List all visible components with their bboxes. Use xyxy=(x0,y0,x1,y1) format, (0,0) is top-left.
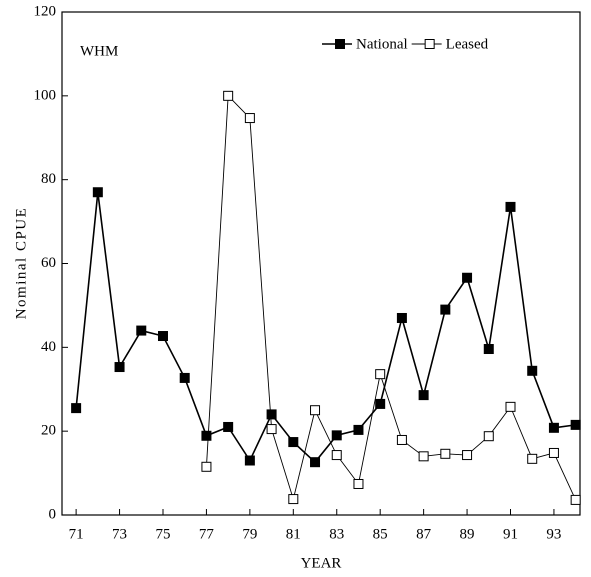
data-point xyxy=(288,437,299,448)
data-point xyxy=(462,272,473,283)
data-point xyxy=(244,113,255,124)
data-point xyxy=(353,424,364,435)
data-point xyxy=(483,431,494,442)
data-point xyxy=(353,478,364,489)
data-point xyxy=(136,325,147,336)
data-point xyxy=(440,304,451,315)
x-tick-label: 71 xyxy=(69,526,84,542)
x-tick-label: 85 xyxy=(373,526,388,542)
series-line xyxy=(75,192,576,464)
annotation: WHM xyxy=(80,43,118,59)
legend-marker xyxy=(424,39,435,49)
data-point xyxy=(310,457,321,468)
data-point xyxy=(527,453,538,464)
y-tick-label: 20 xyxy=(41,423,56,439)
legend-label: Leased xyxy=(446,36,489,52)
x-tick-label: 77 xyxy=(199,526,215,542)
data-point xyxy=(114,362,125,373)
x-axis-label: YEAR xyxy=(301,555,342,571)
data-point xyxy=(440,448,451,459)
data-point xyxy=(483,344,494,355)
x-tick-label: 83 xyxy=(329,526,344,542)
x-tick-label: 73 xyxy=(112,526,127,542)
x-tick-label: 81 xyxy=(286,526,301,542)
y-axis-label: Nominal CPUE xyxy=(13,207,29,320)
data-point xyxy=(505,201,516,212)
data-point xyxy=(201,461,212,472)
data-point xyxy=(179,372,190,383)
x-tick-label: 89 xyxy=(460,526,475,542)
y-tick-label: 100 xyxy=(34,87,57,103)
data-point xyxy=(244,455,255,466)
y-tick-label: 40 xyxy=(41,339,56,355)
data-point xyxy=(331,450,342,461)
y-tick-label: 0 xyxy=(49,506,57,522)
legend-label: National xyxy=(356,36,408,52)
legend-marker xyxy=(335,39,345,49)
data-point xyxy=(157,331,168,342)
data-point xyxy=(462,450,473,461)
data-point xyxy=(570,419,581,430)
data-point xyxy=(201,430,212,441)
y-tick-label: 120 xyxy=(34,3,57,19)
x-tick-label: 79 xyxy=(242,526,257,542)
data-point xyxy=(418,390,429,401)
x-tick-label: 91 xyxy=(503,526,518,542)
data-point xyxy=(505,401,516,412)
data-point xyxy=(223,90,234,101)
data-point xyxy=(223,421,234,432)
data-point xyxy=(396,312,407,323)
data-point xyxy=(266,409,277,420)
data-point xyxy=(570,494,581,505)
data-point xyxy=(92,187,103,198)
data-point xyxy=(396,434,407,445)
data-point xyxy=(418,451,429,462)
data-point xyxy=(548,447,559,458)
data-point xyxy=(375,398,386,409)
y-tick-label: 60 xyxy=(41,255,56,271)
data-point xyxy=(331,430,342,441)
y-tick-label: 80 xyxy=(41,171,56,187)
x-tick-label: 93 xyxy=(546,526,561,542)
data-point xyxy=(71,403,82,414)
x-tick-label: 75 xyxy=(155,526,170,542)
series-line xyxy=(205,94,577,501)
data-point xyxy=(310,405,321,416)
data-point xyxy=(266,424,277,435)
data-point xyxy=(375,369,386,380)
data-point xyxy=(548,422,559,433)
data-point xyxy=(288,494,299,505)
data-point xyxy=(527,365,538,376)
x-tick-label: 87 xyxy=(416,526,432,542)
